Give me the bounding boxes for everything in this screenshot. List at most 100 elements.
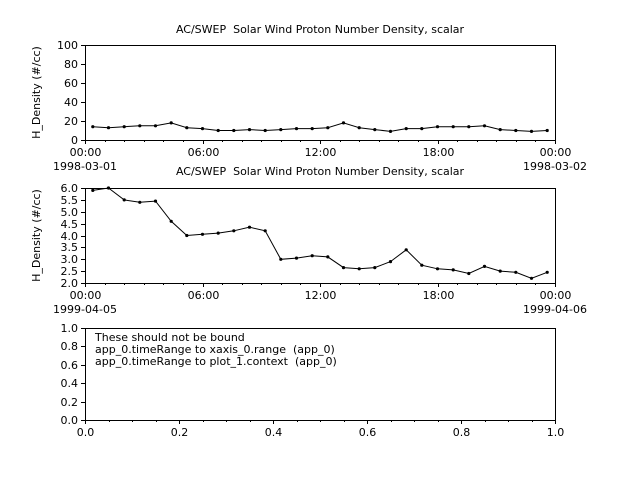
data-point-marker — [482, 264, 487, 268]
data-point-marker — [216, 128, 220, 133]
data-point-marker — [106, 126, 111, 130]
data-line — [92, 122, 548, 132]
data-point-marker — [91, 125, 95, 129]
data-point-marker — [138, 124, 142, 128]
x-tick-label: 1.0 — [547, 426, 565, 439]
y-tick-label: 4.0 — [61, 230, 79, 243]
binding-note-line: app_0.timeRange to plot_1.context (app_0… — [95, 355, 337, 368]
data-point-marker — [169, 219, 173, 223]
y-tick-label: 2.5 — [61, 265, 79, 278]
data-point-marker — [326, 126, 330, 130]
y-axis-label: H_Density (#/cc) — [30, 189, 43, 282]
x-axis-date-left: 1999-04-05 — [53, 303, 117, 316]
data-point-marker — [529, 129, 534, 133]
y-tick-label: 0.6 — [61, 359, 79, 372]
data-point-marker — [420, 263, 424, 267]
y-tick-label: 3.5 — [61, 241, 79, 254]
x-tick-label: 0.4 — [265, 426, 283, 439]
data-point-marker — [310, 127, 314, 131]
data-point-marker — [247, 225, 252, 229]
data-point-marker — [185, 233, 189, 238]
data-point-marker — [185, 126, 189, 130]
x-axis-date-left: 1998-03-01 — [53, 160, 117, 173]
x-tick-label: 00:00 — [540, 146, 572, 159]
data-point-marker — [122, 125, 126, 129]
data-point-marker — [498, 128, 502, 132]
data-series — [91, 186, 549, 280]
data-point-marker — [106, 186, 111, 190]
data-line — [92, 187, 548, 279]
y-axis-label: H_Density (#/cc) — [30, 46, 43, 139]
data-point-marker — [529, 276, 534, 280]
y-tick-label: 100 — [57, 39, 78, 52]
binding-note-line: These should not be bound — [94, 331, 245, 344]
data-point-marker — [467, 271, 471, 276]
data-point-marker — [294, 256, 299, 260]
y-tick-label: 0.2 — [61, 396, 79, 409]
data-point-marker — [357, 126, 361, 130]
plot-1: AC/SWEP Solar Wind Proton Number Density… — [30, 23, 587, 173]
data-point-marker — [388, 129, 393, 133]
y-tick-label: 0.4 — [61, 377, 79, 390]
y-tick-label: 40 — [64, 96, 78, 109]
data-point-marker — [263, 128, 267, 133]
data-point-marker — [514, 128, 518, 133]
data-point-marker — [545, 128, 549, 133]
data-point-marker — [451, 125, 455, 129]
x-tick-label: 0.2 — [171, 426, 189, 439]
data-point-marker — [357, 267, 361, 271]
y-tick-label: 3.0 — [61, 253, 79, 266]
plot-area[interactable] — [85, 188, 556, 284]
x-axis-date-right: 1999-04-06 — [523, 303, 587, 316]
data-point-marker — [91, 188, 95, 192]
data-point-marker — [279, 257, 283, 261]
x-tick-label: 0.6 — [359, 426, 377, 439]
data-point-marker — [263, 229, 267, 233]
y-tick-label: 20 — [64, 115, 78, 128]
plot-title: AC/SWEP Solar Wind Proton Number Density… — [176, 165, 465, 178]
data-point-marker — [373, 266, 377, 270]
data-point-marker — [326, 255, 330, 259]
data-point-marker — [404, 248, 408, 252]
x-tick-label: 0.0 — [77, 426, 95, 439]
data-point-marker — [138, 200, 142, 204]
x-tick-label: 00:00 — [70, 146, 102, 159]
data-point-marker — [247, 128, 252, 132]
y-tick-label: 0.8 — [61, 340, 79, 353]
data-series — [91, 121, 549, 133]
data-point-marker — [232, 229, 236, 233]
y-tick-label: 80 — [64, 58, 78, 71]
data-point-marker — [200, 232, 205, 236]
data-point-marker — [467, 125, 471, 129]
data-point-marker — [451, 268, 455, 272]
x-tick-label: 06:00 — [188, 146, 220, 159]
data-point-marker — [153, 124, 158, 128]
y-tick-label: 2.0 — [61, 277, 79, 290]
x-tick-label: 06:00 — [188, 289, 220, 302]
data-point-marker — [435, 125, 440, 129]
data-point-marker — [482, 124, 487, 128]
data-point-marker — [294, 127, 299, 131]
x-tick-label: 18:00 — [423, 146, 455, 159]
data-point-marker — [169, 121, 173, 125]
y-tick-label: 0.0 — [61, 414, 79, 427]
data-point-marker — [373, 128, 377, 132]
x-tick-label: 12:00 — [305, 146, 337, 159]
binding-note-line: app_0.timeRange to xaxis_0.range (app_0) — [95, 343, 335, 356]
data-point-marker — [122, 198, 126, 202]
data-point-marker — [153, 199, 158, 203]
data-point-marker — [200, 127, 205, 131]
y-tick-label: 4.5 — [61, 218, 79, 231]
y-tick-label: 1.0 — [61, 322, 79, 335]
y-tick-label: 5.0 — [61, 206, 79, 219]
x-tick-label: 18:00 — [423, 289, 455, 302]
plot-3: 0.0 0.2 0.4 0.6 0.8 1.0 0.0 0.2 0.4 0.6 0.8 1.0 Thes… — [61, 322, 565, 439]
data-point-marker — [216, 231, 220, 235]
data-point-marker — [545, 270, 549, 274]
data-point-marker — [420, 127, 424, 131]
data-point-marker — [279, 128, 283, 132]
x-tick-label: 00:00 — [70, 289, 102, 302]
data-point-marker — [341, 266, 346, 270]
